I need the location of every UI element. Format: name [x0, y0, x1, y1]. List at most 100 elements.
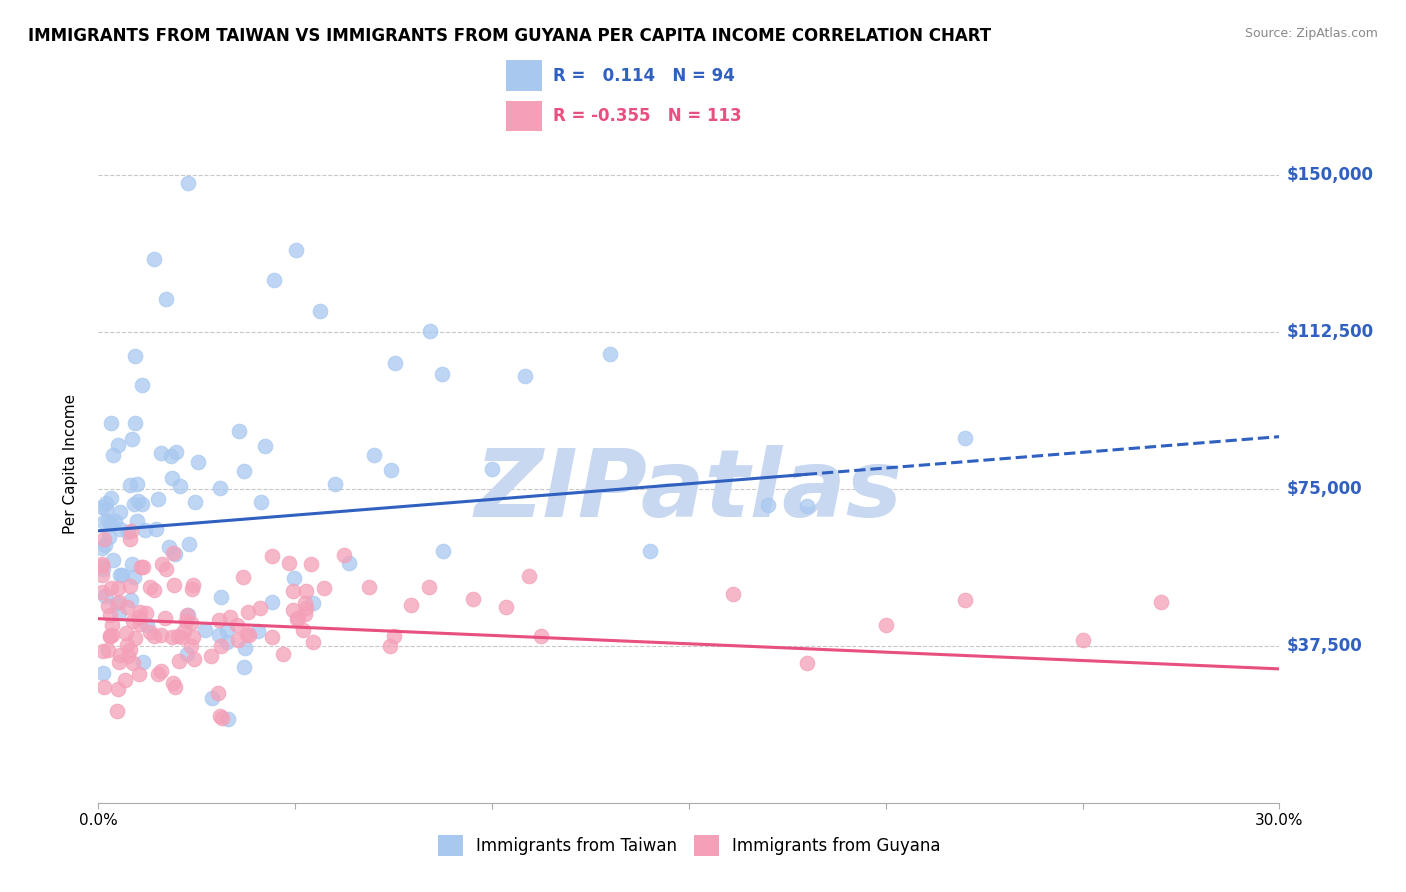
Point [380, 639, 402, 653]
Point [599, 347, 621, 361]
Point [181, 578, 204, 592]
Text: Source: ZipAtlas.com: Source: ZipAtlas.com [1244, 27, 1378, 40]
Point [100, 416, 122, 430]
Point [100, 581, 122, 595]
Point [236, 627, 259, 641]
Y-axis label: Per Capita Income: Per Capita Income [63, 393, 77, 534]
Point [100, 608, 122, 623]
Point [155, 611, 177, 625]
Bar [506, 101, 543, 131]
Point [796, 499, 818, 513]
Point [128, 610, 150, 624]
Point [120, 643, 142, 657]
Point [122, 497, 145, 511]
Point [162, 630, 184, 644]
Point [121, 432, 143, 446]
Point [93, 515, 115, 529]
Point [135, 607, 157, 621]
Point [162, 546, 184, 560]
Point [98, 629, 121, 643]
Point [108, 648, 131, 662]
Point [100, 618, 122, 632]
Point [1150, 595, 1173, 609]
Point [263, 273, 285, 287]
Point [232, 570, 254, 584]
Point [103, 448, 125, 462]
Point [796, 656, 818, 670]
Point [176, 647, 198, 661]
Legend: Immigrants from Taiwan, Immigrants from Guyana: Immigrants from Taiwan, Immigrants from … [430, 829, 948, 863]
Point [181, 630, 204, 644]
Point [283, 603, 305, 617]
Point [238, 628, 260, 642]
Point [94, 589, 117, 603]
Point [96, 514, 118, 528]
Point [129, 559, 152, 574]
Point [200, 648, 222, 663]
Point [180, 582, 202, 596]
Point [380, 463, 402, 477]
Point [363, 448, 385, 462]
Point [271, 647, 294, 661]
Point [127, 493, 149, 508]
Point [530, 629, 553, 643]
Point [132, 655, 155, 669]
Point [107, 681, 129, 696]
Point [183, 652, 205, 666]
Point [481, 462, 503, 476]
Point [118, 532, 141, 546]
Point [260, 549, 283, 564]
Point [121, 557, 143, 571]
Point [148, 491, 170, 506]
Point [121, 656, 143, 670]
Point [124, 631, 146, 645]
Point [165, 547, 187, 561]
Point [104, 515, 127, 529]
Point [131, 560, 153, 574]
Point [91, 558, 114, 572]
Point [236, 605, 259, 619]
Point [162, 676, 184, 690]
Point [159, 540, 181, 554]
Point [260, 631, 283, 645]
Point [103, 553, 125, 567]
Point [217, 624, 239, 638]
Point [287, 611, 309, 625]
Point [217, 712, 239, 726]
Point [97, 599, 120, 614]
Point [209, 639, 232, 653]
Point [183, 495, 205, 509]
Point [215, 635, 238, 649]
Point [187, 455, 209, 469]
Point [291, 623, 314, 637]
Point [756, 498, 779, 512]
Point [207, 686, 229, 700]
Point [91, 585, 114, 599]
Point [233, 660, 256, 674]
Point [165, 444, 187, 458]
Point [262, 594, 284, 608]
Point [118, 477, 141, 491]
Point [219, 610, 242, 624]
Point [163, 680, 186, 694]
Point [105, 596, 128, 610]
Point [117, 524, 139, 539]
Point [107, 581, 129, 595]
Point [111, 568, 134, 582]
Point [139, 581, 162, 595]
Text: R = -0.355   N = 113: R = -0.355 N = 113 [553, 107, 742, 125]
Point [233, 641, 256, 656]
Point [155, 562, 177, 576]
Point [91, 562, 114, 576]
Point [107, 438, 129, 452]
Point [209, 590, 232, 604]
Point [246, 624, 269, 639]
Point [176, 614, 198, 628]
Point [131, 497, 153, 511]
Text: $150,000: $150,000 [1286, 166, 1374, 184]
Point [91, 567, 114, 582]
Point [226, 633, 249, 648]
Point [312, 581, 335, 595]
Point [131, 377, 153, 392]
Point [382, 629, 405, 643]
